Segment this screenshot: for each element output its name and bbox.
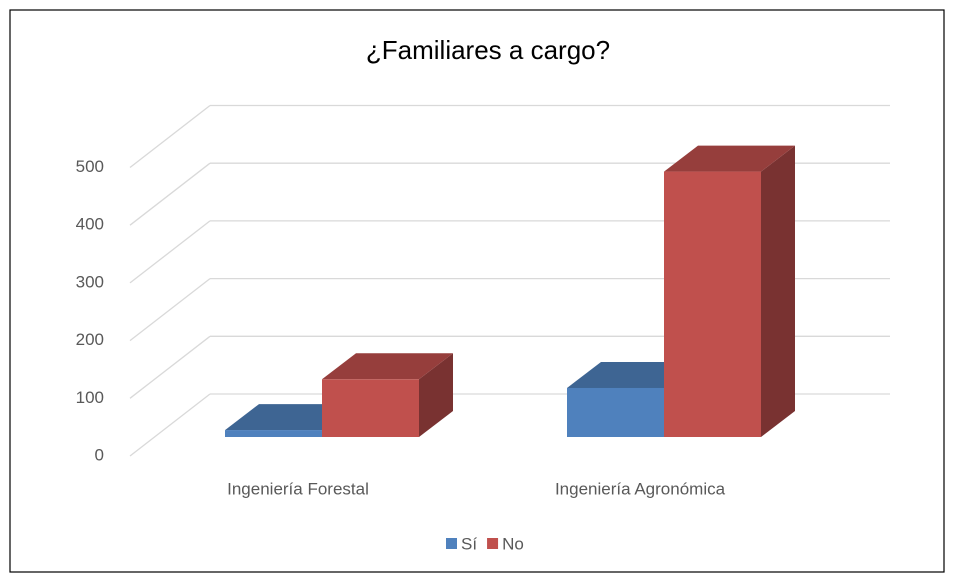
y-tick-label: 0 (95, 445, 104, 464)
grid-line (129, 162, 211, 226)
legend-label: Sí (461, 534, 477, 553)
legend-swatch (446, 538, 457, 549)
bar (322, 379, 419, 437)
bar-top (664, 145, 795, 172)
grid-line (129, 393, 211, 457)
x-tick-label: Ingeniería Forestal (227, 479, 369, 498)
y-tick-label: 400 (76, 215, 104, 234)
bar (567, 387, 664, 437)
y-tick-label: 500 (76, 157, 104, 176)
chart-title: ¿Familiares a cargo? (366, 35, 610, 65)
bar-side (419, 353, 453, 437)
chart-border (9, 9, 945, 573)
y-tick-label: 100 (76, 388, 104, 407)
bar (225, 430, 322, 437)
legend-label: No (502, 534, 524, 553)
bar (664, 171, 761, 437)
bar-side (761, 145, 795, 437)
y-tick-label: 200 (76, 330, 104, 349)
legend-swatch (487, 538, 499, 549)
bar-top (322, 353, 453, 380)
x-tick-label: Ingeniería Agronómica (555, 479, 726, 498)
grid-line (129, 278, 211, 342)
grid-line (129, 335, 211, 399)
grid-line (129, 220, 211, 284)
y-tick-label: 300 (76, 272, 104, 291)
grid-line (129, 104, 211, 169)
